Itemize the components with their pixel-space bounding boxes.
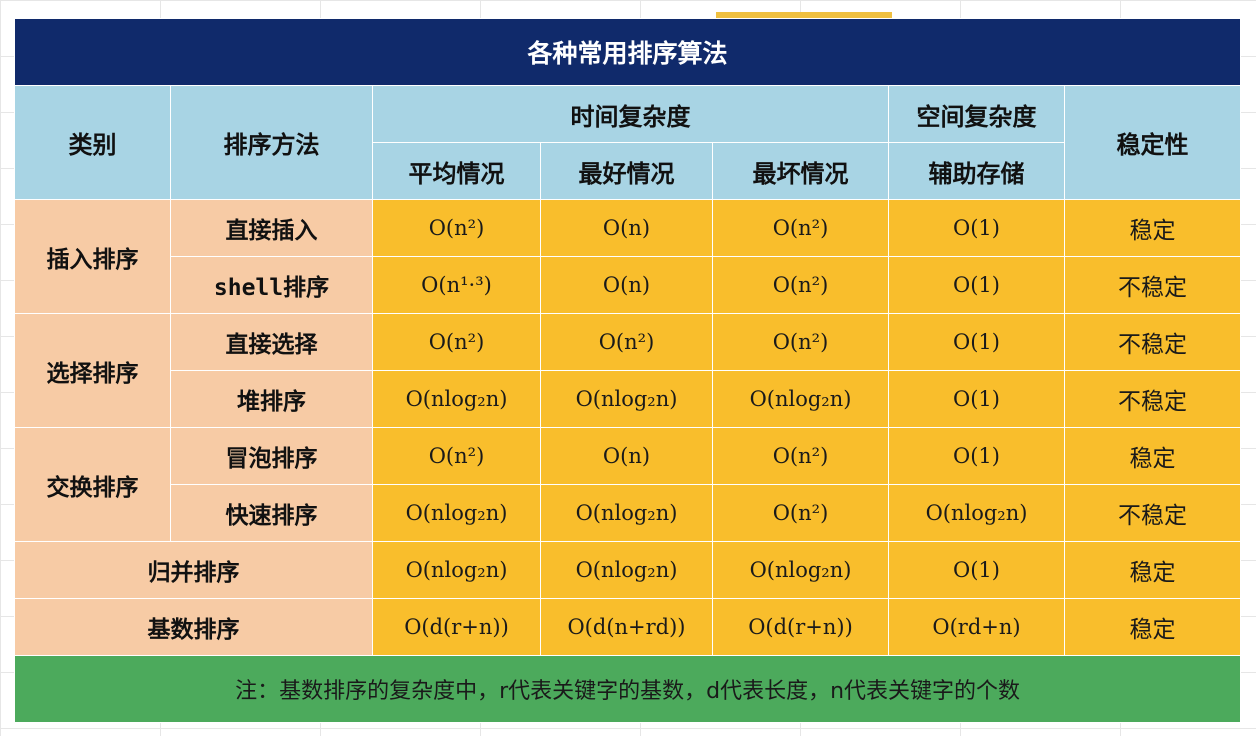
worst-cell[interactable]: O(d(r+n)) (712, 598, 889, 656)
method-merged-cell[interactable]: 归并排序 (14, 541, 373, 599)
space-cell[interactable]: O(1) (888, 370, 1065, 428)
header-stability[interactable]: 稳定性 (1063, 85, 1242, 200)
method-cell[interactable]: shell排序 (170, 256, 373, 314)
stability-cell[interactable]: 稳定 (1063, 541, 1242, 599)
header-worst[interactable]: 最坏情况 (712, 142, 889, 200)
header-time-complexity[interactable]: 时间复杂度 (372, 85, 889, 143)
sorting-algorithms-table: 各种常用排序算法 类别 排序方法 时间复杂度 空间复杂度 稳定性 平均情况 最好… (13, 18, 1242, 723)
table-row: 选择排序 直接选择 O(n²) O(n²) O(n²) O(1) 不稳定 (14, 313, 1242, 428)
table-row: 堆排序 O(nlog₂n) O(nlog₂n) O(nlog₂n) O(1) 不… (15, 370, 1242, 428)
header-auxiliary[interactable]: 辅助存储 (888, 142, 1065, 200)
worst-cell[interactable]: O(n²) (712, 427, 889, 485)
stability-cell[interactable]: 稳定 (1063, 598, 1242, 656)
category-cell[interactable]: 交换排序 (14, 427, 171, 542)
method-cell[interactable]: 冒泡排序 (170, 427, 373, 485)
avg-cell[interactable]: O(nlog₂n) (372, 370, 541, 428)
header-category[interactable]: 类别 (14, 85, 171, 200)
space-cell[interactable]: O(1) (888, 427, 1065, 485)
stability-cell[interactable]: 不稳定 (1063, 256, 1242, 314)
worst-cell[interactable]: O(n²) (712, 313, 889, 371)
best-cell[interactable]: O(d(n+rd)) (540, 598, 713, 656)
avg-cell[interactable]: O(n²) (372, 427, 541, 485)
avg-cell[interactable]: O(d(r+n)) (372, 598, 541, 656)
best-cell[interactable]: O(n) (540, 427, 713, 485)
worst-cell[interactable]: O(nlog₂n) (712, 541, 889, 599)
best-cell[interactable]: O(nlog₂n) (540, 484, 713, 542)
worst-cell[interactable]: O(nlog₂n) (712, 370, 889, 428)
best-cell[interactable]: O(nlog₂n) (540, 370, 713, 428)
stability-cell[interactable]: 不稳定 (1063, 370, 1242, 428)
footnote[interactable]: 注：基数排序的复杂度中，r代表关键字的基数，d代表长度，n代表关键字的个数 (13, 655, 1242, 723)
worst-cell[interactable]: O(n²) (712, 199, 889, 257)
best-cell[interactable]: O(n) (540, 199, 713, 257)
method-cell[interactable]: 快速排序 (170, 484, 373, 542)
best-cell[interactable]: O(n²) (540, 313, 713, 371)
best-cell[interactable]: O(n) (540, 256, 713, 314)
stability-cell[interactable]: 不稳定 (1063, 484, 1242, 542)
space-cell[interactable]: O(nlog₂n) (888, 484, 1065, 542)
space-cell[interactable]: O(1) (888, 199, 1065, 257)
worst-cell[interactable]: O(n²) (712, 484, 889, 542)
table-title[interactable]: 各种常用排序算法 (13, 18, 1242, 86)
category-cell[interactable]: 选择排序 (14, 313, 171, 428)
stability-cell[interactable]: 不稳定 (1063, 313, 1242, 371)
header-space-complexity[interactable]: 空间复杂度 (888, 85, 1065, 143)
method-cell[interactable]: 直接插入 (170, 199, 373, 257)
space-cell[interactable]: O(1) (888, 541, 1065, 599)
header-method[interactable]: 排序方法 (170, 85, 373, 200)
table-row: shell排序 O(n¹·³) O(n) O(n²) O(1) 不稳定 (15, 256, 1242, 314)
avg-cell[interactable]: O(nlog₂n) (372, 484, 541, 542)
table-row: 归并排序 O(nlog₂n) O(nlog₂n) O(nlog₂n) O(1) … (14, 541, 1242, 599)
table-row: 快速排序 O(nlog₂n) O(nlog₂n) O(n²) O(nlog₂n)… (15, 484, 1242, 542)
stability-cell[interactable]: 稳定 (1063, 427, 1242, 485)
space-cell[interactable]: O(1) (888, 313, 1065, 371)
avg-cell[interactable]: O(n²) (372, 313, 541, 371)
best-cell[interactable]: O(nlog₂n) (540, 541, 713, 599)
stability-cell[interactable]: 稳定 (1063, 199, 1242, 257)
space-cell[interactable]: O(1) (888, 256, 1065, 314)
method-merged-cell[interactable]: 基数排序 (14, 598, 373, 656)
avg-cell[interactable]: O(nlog₂n) (372, 541, 541, 599)
header-average[interactable]: 平均情况 (372, 142, 541, 200)
method-cell[interactable]: 堆排序 (170, 370, 373, 428)
table-row: 交换排序 冒泡排序 O(n²) O(n) O(n²) O(1) 稳定 (14, 427, 1242, 542)
space-cell[interactable]: O(rd+n) (888, 598, 1065, 656)
avg-cell[interactable]: O(n¹·³) (372, 256, 541, 314)
header-best[interactable]: 最好情况 (540, 142, 713, 200)
worst-cell[interactable]: O(n²) (712, 256, 889, 314)
avg-cell[interactable]: O(n²) (372, 199, 541, 257)
table-row: 插入排序 直接插入 O(n²) O(n) O(n²) O(1) 稳定 (14, 199, 1242, 314)
category-cell[interactable]: 插入排序 (14, 199, 171, 314)
method-cell[interactable]: 直接选择 (170, 313, 373, 371)
table-row: 基数排序 O(d(r+n)) O(d(n+rd)) O(d(r+n)) O(rd… (14, 598, 1242, 656)
selected-column-highlight (716, 12, 892, 18)
